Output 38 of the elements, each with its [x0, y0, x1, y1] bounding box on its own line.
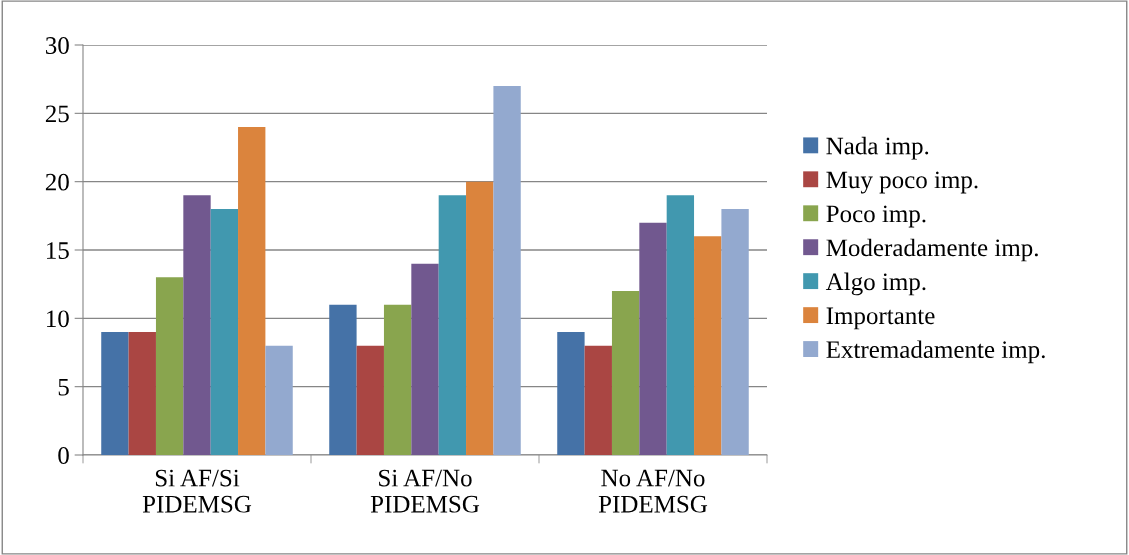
bar: [411, 263, 439, 455]
legend-label: Nada imp.: [826, 136, 929, 160]
y-tick-label: 0: [58, 447, 69, 464]
bar: [584, 345, 612, 455]
legend-label: Poco imp.: [826, 205, 926, 228]
x-tick-label: Si AF/Si PIDEMSG: [142, 469, 252, 513]
bar: [721, 209, 749, 455]
x-tick-label: No AF/No PIDEMSG: [598, 469, 708, 513]
bar: [210, 209, 239, 455]
y-tick-label: 10: [47, 310, 69, 328]
bar: [265, 345, 293, 455]
bar: [101, 332, 129, 455]
bar: [666, 195, 695, 455]
y-tick-label: 25: [45, 105, 69, 123]
legend-label: Moderadamente imp.: [826, 238, 1038, 262]
bar: [383, 304, 412, 455]
bar: [438, 195, 467, 455]
bar: [238, 127, 266, 455]
x-tick-label: Si AF/No PIDEMSG: [370, 469, 480, 513]
y-tick-label: 20: [45, 173, 69, 191]
y-tick-label: 15: [47, 242, 69, 259]
legend-label: Importante: [826, 307, 935, 330]
legend-label: Algo imp.: [825, 272, 926, 296]
legend-label: Muy poco imp.: [826, 171, 978, 194]
bar: [493, 86, 521, 455]
bar: [557, 332, 585, 455]
y-tick-label: 30: [46, 37, 69, 54]
legend-label: Extremadamente imp.: [826, 340, 1045, 364]
bar: [155, 277, 184, 455]
bar: [128, 332, 156, 455]
y-tick-label: 5: [58, 378, 69, 396]
bar: [183, 195, 211, 455]
bar: [611, 291, 640, 455]
bar: [466, 181, 494, 455]
bar: [356, 345, 384, 455]
bar: [639, 222, 667, 455]
bar: [694, 236, 722, 455]
bar: [329, 304, 357, 455]
